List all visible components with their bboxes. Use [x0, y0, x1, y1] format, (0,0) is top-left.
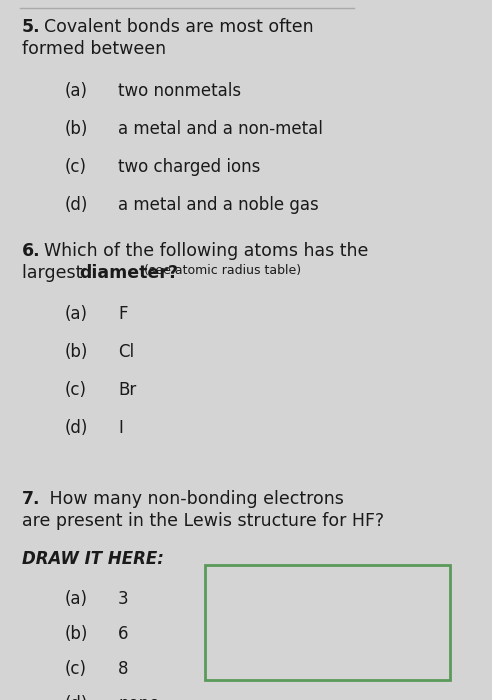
- Text: DRAW IT HERE:: DRAW IT HERE:: [22, 550, 164, 568]
- Text: Covalent bonds are most often: Covalent bonds are most often: [44, 18, 313, 36]
- Text: (c): (c): [65, 660, 87, 678]
- Text: (d): (d): [65, 695, 89, 700]
- Text: (b): (b): [65, 120, 89, 138]
- Text: (b): (b): [65, 343, 89, 361]
- Text: formed between: formed between: [22, 40, 166, 58]
- Text: How many non-bonding electrons: How many non-bonding electrons: [44, 490, 344, 508]
- Text: 6: 6: [118, 625, 128, 643]
- Text: (d): (d): [65, 196, 89, 214]
- Text: Which of the following atoms has the: Which of the following atoms has the: [44, 242, 369, 260]
- Text: two nonmetals: two nonmetals: [118, 82, 241, 100]
- Text: 7.: 7.: [22, 490, 40, 508]
- Text: largest: largest: [22, 264, 88, 282]
- Text: I: I: [118, 419, 123, 437]
- Text: F: F: [118, 305, 127, 323]
- Text: a metal and a non-metal: a metal and a non-metal: [118, 120, 323, 138]
- Text: (see atomic radius table): (see atomic radius table): [144, 264, 301, 277]
- Text: a metal and a noble gas: a metal and a noble gas: [118, 196, 319, 214]
- Text: two charged ions: two charged ions: [118, 158, 260, 176]
- Text: 6.: 6.: [22, 242, 41, 260]
- Text: none: none: [118, 695, 159, 700]
- Text: (a): (a): [65, 305, 88, 323]
- Text: Cl: Cl: [118, 343, 134, 361]
- Text: (c): (c): [65, 158, 87, 176]
- Text: (b): (b): [65, 625, 89, 643]
- Text: 8: 8: [118, 660, 128, 678]
- Text: (a): (a): [65, 82, 88, 100]
- Text: (d): (d): [65, 419, 89, 437]
- Text: 5.: 5.: [22, 18, 41, 36]
- Text: (c): (c): [65, 381, 87, 399]
- Text: Br: Br: [118, 381, 136, 399]
- Text: 3: 3: [118, 590, 128, 608]
- Text: diameter?: diameter?: [79, 264, 178, 282]
- Bar: [205, 565, 450, 680]
- Text: (a): (a): [65, 590, 88, 608]
- Text: are present in the Lewis structure for HF?: are present in the Lewis structure for H…: [22, 512, 384, 530]
